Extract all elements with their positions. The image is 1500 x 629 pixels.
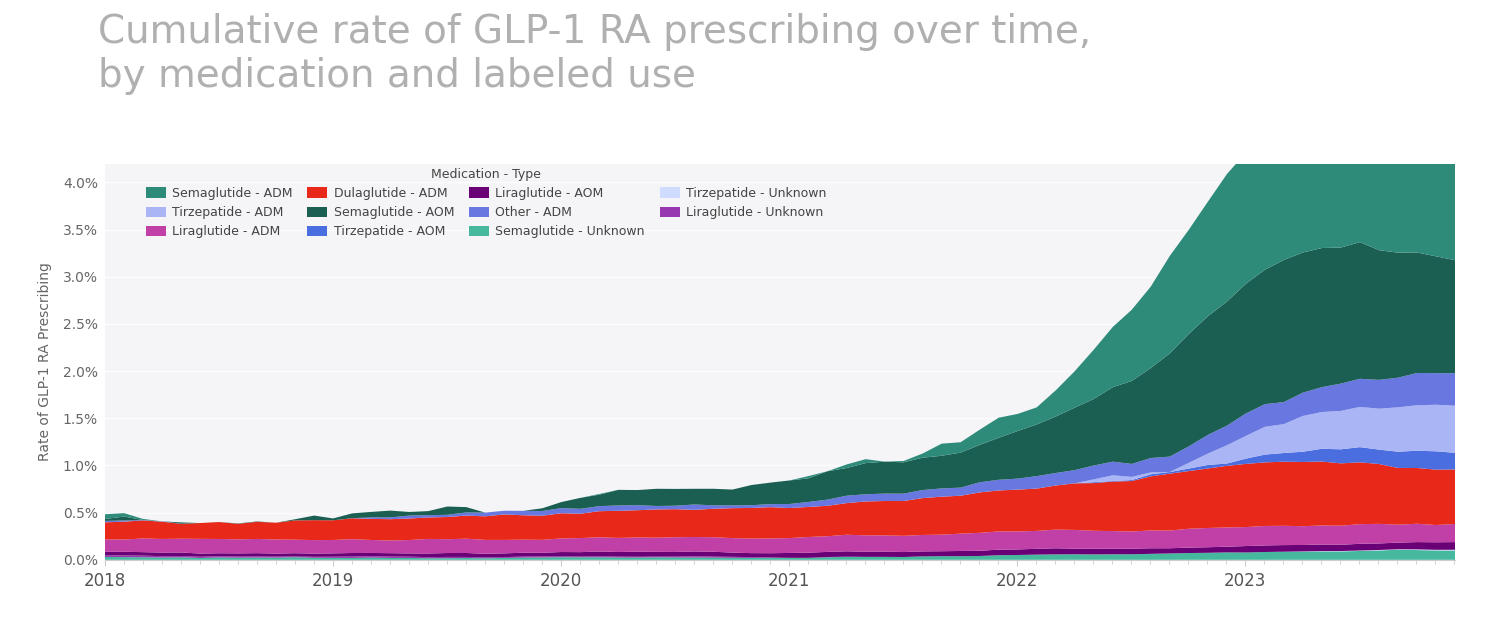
Y-axis label: Rate of GLP-1 RA Prescribing: Rate of GLP-1 RA Prescribing [38, 262, 52, 461]
Legend: Semaglutide - ADM, Tirzepatide - ADM, Liraglutide - ADM, Dulaglutide - ADM, Sema: Semaglutide - ADM, Tirzepatide - ADM, Li… [146, 167, 827, 238]
Text: Cumulative rate of GLP-1 RA prescribing over time,
by medication and labeled use: Cumulative rate of GLP-1 RA prescribing … [98, 13, 1090, 94]
